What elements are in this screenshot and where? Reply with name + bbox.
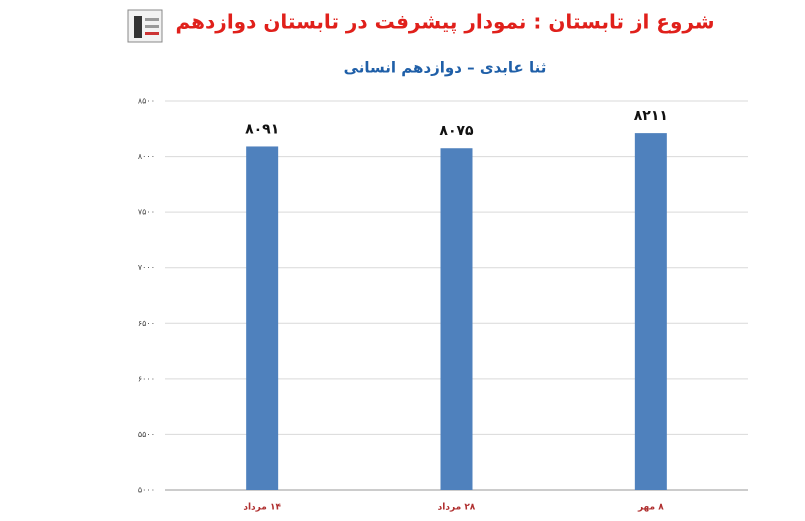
y-tick-label: ۶۰۰۰ (138, 374, 155, 383)
y-tick-label: ۶۵۰۰ (138, 319, 155, 328)
y-tick-label: ۸۰۰۰ (138, 152, 155, 161)
bar (634, 133, 667, 490)
y-tick-label: ۵۰۰۰ (138, 486, 155, 495)
x-tick-label: ۲۸ مرداد (438, 503, 476, 513)
chart-title: شروع از تابستان : نمودار پیشرفت در تابست… (175, 10, 714, 35)
bar (440, 148, 473, 490)
value-label: ۸۰۹۱ (245, 121, 279, 137)
value-label: ۸۲۱۱ (634, 108, 668, 124)
y-tick-label: ۵۵۰۰ (138, 430, 155, 439)
value-label: ۸۰۷۵ (439, 123, 474, 139)
x-tick-label: ۸ مهر (637, 503, 664, 513)
x-tick-label: ۱۴ مرداد (243, 503, 281, 513)
y-tick-label: ۷۵۰۰ (138, 208, 155, 217)
chart-subtitle: ثنا عابدی – دوازدهم انسانی (344, 59, 547, 77)
bar (246, 146, 279, 490)
y-tick-label: ۸۵۰۰ (138, 97, 155, 106)
logo-icon (127, 9, 163, 43)
y-tick-label: ۷۰۰۰ (138, 263, 155, 272)
